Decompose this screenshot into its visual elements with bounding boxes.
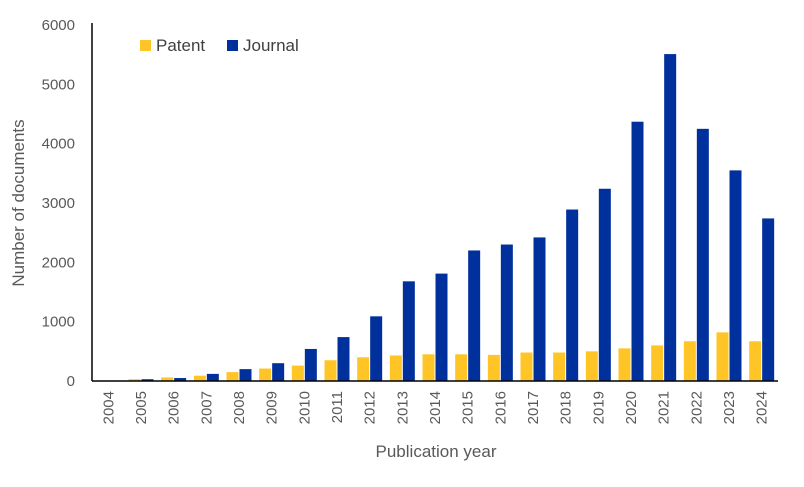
journal-bar-2012 [370,316,383,381]
patent-bar-2015 [455,354,468,381]
journal-legend-label: Journal [243,36,299,55]
journal-bar-2023 [729,170,742,381]
y-tick-label: 5000 [42,76,75,93]
journal-bar-2015 [468,250,481,381]
y-tick-label: 0 [67,373,75,390]
journal-bar-2020 [631,121,644,382]
journal-bar-2005 [141,379,154,381]
journal-bar-2008 [239,369,252,381]
x-tick-label: 2019 [590,391,607,424]
patent-bar-2016 [487,354,500,381]
patent-bar-2007 [193,375,206,381]
journal-bar-2022 [696,128,709,381]
x-tick-label: 2009 [264,391,281,424]
x-tick-label: 2023 [721,391,738,424]
x-tick-label: 2015 [460,391,477,424]
y-tick-label: 4000 [42,136,75,153]
patent-bar-2022 [683,341,696,381]
journal-bar-2024 [762,218,775,381]
x-tick-label: 2022 [688,391,705,424]
x-axis-title: Publication year [376,442,497,461]
x-tick-label: 2013 [394,391,411,424]
journal-bar-2017 [533,237,546,381]
journal-bar-2013 [402,281,415,381]
journal-bar-2009 [272,363,285,381]
x-tick-label: 2024 [754,391,771,424]
y-axis-ticks: 0 1000 2000 3000 4000 5000 6000 [42,17,75,390]
patent-bar-2017 [520,352,533,381]
patent-legend-swatch [140,40,151,51]
journal-bar-2018 [566,209,579,381]
x-tick-label: 2007 [198,391,215,424]
bars [95,54,775,382]
x-tick-label: 2014 [427,391,444,424]
patent-bar-2024 [749,341,762,381]
patent-legend-label: Patent [156,36,205,55]
x-tick-label: 2006 [166,391,183,424]
patent-bar-2019 [585,351,598,381]
patent-bar-2009 [259,368,272,381]
journal-bar-2011 [337,337,350,381]
patent-bar-2008 [226,372,239,381]
journal-bar-2019 [598,188,611,381]
y-tick-label: 2000 [42,254,75,271]
y-tick-label: 3000 [42,195,75,212]
x-tick-label: 2017 [525,391,542,424]
patent-bar-2021 [651,345,664,381]
x-tick-label: 2008 [231,391,248,424]
patent-bar-2010 [291,365,304,381]
journal-bar-2016 [500,244,513,381]
journal-bar-2010 [304,348,317,381]
journal-bar-2007 [206,373,219,381]
x-tick-label: 2005 [133,391,150,424]
x-tick-label: 2012 [362,391,379,424]
patent-bar-2014 [422,354,435,381]
patent-bar-2020 [618,348,631,381]
x-tick-label: 2018 [558,391,575,424]
x-tick-label: 2004 [100,391,117,424]
legend: Patent Journal [140,36,299,55]
patent-bar-2012 [357,357,370,381]
x-tick-label: 2021 [656,391,673,424]
y-tick-label: 1000 [42,314,75,331]
journal-bar-2006 [174,378,187,381]
patent-bar-2018 [553,352,566,381]
journal-legend-swatch [227,40,238,51]
x-tick-label: 2011 [329,391,346,423]
journal-bar-2014 [435,273,448,381]
patent-bar-2013 [389,355,402,381]
x-tick-label: 2020 [623,391,640,424]
y-axis-title: Number of documents [9,119,28,286]
x-axis-ticks: 2004 2005 2006 2007 2008 2009 2010 2011 2012 2013… [100,391,770,424]
axes [91,23,778,382]
journal-bar-2021 [664,54,677,381]
y-tick-label: 6000 [42,17,75,34]
patent-bar-2023 [716,332,729,381]
x-tick-label: 2016 [492,391,509,424]
patent-bar-2006 [161,377,174,381]
x-tick-label: 2010 [296,391,313,424]
patent-bar-2011 [324,360,337,381]
patent-bar-2005 [128,379,141,381]
